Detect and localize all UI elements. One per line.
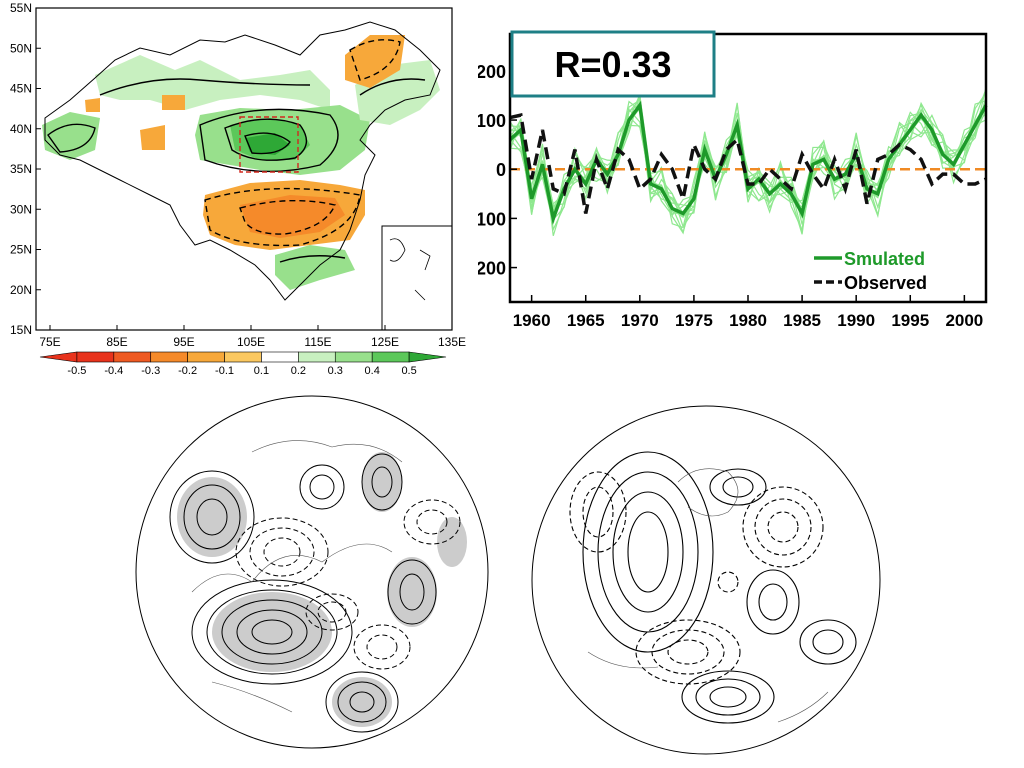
correlation-label: R=0.33: [554, 44, 671, 85]
x-tick-label: 1990: [837, 311, 875, 330]
lat-label: 40N: [10, 122, 32, 136]
colorbar-cell: [261, 351, 299, 363]
lat-label: 50N: [10, 41, 32, 55]
country-outline: [44, 21, 441, 301]
polar-map-left-svg: [135, 395, 489, 749]
colorbar-cell: [298, 351, 336, 363]
colorbar-label: 0.2: [291, 365, 306, 377]
lon-label: 115E: [304, 335, 331, 349]
ensemble-member-line: [509, 95, 987, 224]
green-peak: [245, 133, 290, 155]
x-tick-label: 2000: [945, 311, 983, 330]
polar-map-right: [528, 402, 884, 758]
colorbar-cell: [39, 351, 78, 363]
x-tick-label: 1985: [783, 311, 821, 330]
y-tick-label: 200: [478, 62, 506, 82]
time-series-chart: 200 100 0 -100 -200 1960 1965 1970 1975 1980 1985 1…: [470, 20, 1018, 350]
colorbar-cell: [113, 351, 152, 363]
orange-region-ne: [345, 35, 405, 88]
coastlines: [191, 440, 403, 713]
map-field: [36, 8, 452, 330]
lat-label: 25N: [10, 243, 32, 257]
contour-lines: [169, 453, 437, 733]
colorbar: -0.5 -0.4 -0.3 -0.2 -0.1 0.1 0.2 0.3 0.4 0.5: [39, 351, 447, 377]
colorbar-label: 0.4: [365, 365, 380, 377]
polar-frame: [135, 395, 489, 749]
latitude-labels: 55N 50N 45N 40N 35N 30N 25N 20N 15N: [10, 1, 41, 337]
colorbar-label: -0.5: [67, 365, 86, 377]
focus-region-box: [239, 116, 299, 173]
colorbar-label: -0.3: [141, 365, 160, 377]
colorbar-cell: [150, 351, 188, 363]
orange-spot-3: [140, 125, 165, 150]
colorbar-label: 0.1: [254, 365, 269, 377]
colorbar-cell: [408, 351, 447, 363]
longitude-labels: 75E 85E 95E 105E 115E 125E 135E: [39, 325, 466, 349]
south-china-sea-inset: [381, 225, 452, 330]
negative-contours: [204, 39, 401, 247]
coastlines: [587, 468, 829, 723]
x-tick-label: 1970: [621, 311, 659, 330]
colorbar-label: 0.3: [328, 365, 343, 377]
y-tick-label: 100: [478, 111, 506, 131]
x-tick-label: 1995: [891, 311, 929, 330]
colorbar-label: -0.2: [178, 365, 197, 377]
orange-spot-1: [85, 98, 100, 112]
colorbar-label: 0.5: [401, 365, 416, 377]
legend-label-simulated: Smulated: [844, 249, 925, 269]
contour-lines: [582, 451, 857, 724]
colorbar-cell: [371, 351, 410, 363]
orange-spot-2: [162, 95, 185, 110]
chart-svg: 200 100 0 -100 -200 1960 1965 1970 1975 1980 1985 1…: [470, 30, 988, 330]
polar-frame: [531, 405, 881, 755]
lat-label: 15N: [10, 323, 32, 337]
colorbar-cell: [76, 351, 115, 363]
lon-label: 95E: [173, 335, 194, 349]
x-tick-label: 1960: [513, 311, 551, 330]
lon-label: 135E: [438, 335, 466, 349]
lon-label: 75E: [39, 335, 60, 349]
polar-map-left: [132, 392, 492, 752]
lat-label: 30N: [10, 202, 32, 216]
legend-label-observed: Observed: [844, 273, 927, 293]
shaded-significance: [177, 452, 467, 727]
ensemble-member-line: [509, 98, 987, 224]
colorbar-cell: [187, 351, 225, 363]
y-tick-label: -200: [478, 259, 506, 279]
y-tick-label: -100: [478, 209, 506, 229]
colorbar-cell: [334, 351, 373, 363]
lat-label: 55N: [10, 1, 32, 15]
china-correlation-map: 55N 50N 45N 40N 35N 30N 25N 20N 15N 75E 85E 95E 105…: [0, 0, 475, 385]
map-svg: 55N 50N 45N 40N 35N 30N 25N 20N 15N 75E 85E 95E 105…: [10, 1, 466, 377]
colorbar-cell: [224, 351, 262, 363]
x-tick-label: 1975: [675, 311, 713, 330]
x-tick-label: 1980: [729, 311, 767, 330]
lon-label: 85E: [106, 335, 127, 349]
lat-label: 20N: [10, 283, 32, 297]
lon-label: 105E: [237, 335, 265, 349]
orange-core-south: [240, 195, 345, 238]
contour-lines: [47, 78, 426, 263]
series-line-observed: [509, 113, 987, 214]
lat-label: 45N: [10, 82, 32, 96]
lat-label: 35N: [10, 162, 32, 176]
x-tick-label: 1965: [567, 311, 605, 330]
lon-label: 125E: [371, 335, 399, 349]
correlation-box: [510, 30, 716, 98]
colorbar-label: -0.4: [104, 365, 123, 377]
negative-contours: [569, 471, 824, 685]
ensemble-member-line: [509, 87, 987, 228]
colorbar-label: -0.1: [215, 365, 234, 377]
polar-map-right-svg: [531, 405, 881, 755]
green-region-north: [95, 55, 330, 110]
y-tick-label: 0: [496, 160, 506, 180]
negative-contours: [235, 499, 461, 670]
series-line-simulated: [508, 100, 988, 225]
ensemble-member-line: [509, 88, 987, 234]
